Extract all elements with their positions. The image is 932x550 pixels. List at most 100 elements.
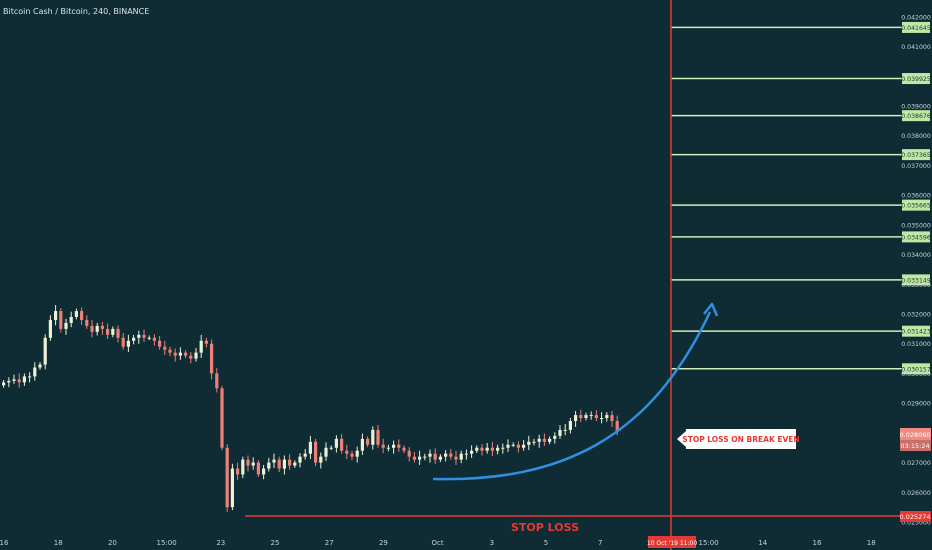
candles-group bbox=[2, 305, 619, 512]
candle bbox=[522, 440, 526, 451]
candle bbox=[454, 450, 458, 465]
candle bbox=[402, 445, 406, 454]
candle bbox=[438, 454, 442, 463]
y-tick-label: 0.038000 bbox=[901, 133, 931, 140]
x-tick-label: 7 bbox=[598, 539, 602, 547]
candle bbox=[516, 441, 520, 453]
candle bbox=[163, 340, 167, 356]
candle bbox=[106, 323, 110, 339]
candle bbox=[168, 346, 172, 357]
candle bbox=[69, 311, 73, 328]
candle bbox=[371, 426, 375, 450]
y-tick-label: 0.039000 bbox=[901, 104, 931, 111]
chart-title: Bitcoin Cash / Bitcoin, 240, BINANCE bbox=[3, 7, 149, 16]
candle bbox=[111, 326, 115, 338]
time-marker-label: 10 Oct '19 11:00 bbox=[647, 540, 697, 547]
candle bbox=[496, 444, 500, 455]
x-tick-label: 15:00 bbox=[157, 539, 177, 547]
candle bbox=[126, 334, 130, 353]
candle bbox=[464, 449, 468, 460]
candle bbox=[85, 315, 89, 329]
candle bbox=[568, 418, 572, 434]
candle bbox=[194, 347, 198, 362]
callout-box: STOP LOSS ON BREAK EVEN bbox=[677, 429, 800, 449]
candle bbox=[100, 321, 104, 335]
candle bbox=[324, 442, 328, 461]
target-label-bg bbox=[902, 110, 930, 122]
target-label-bg bbox=[902, 73, 930, 85]
y-tick-label: 0.030000 bbox=[901, 371, 931, 378]
y-tick-label: 0.041000 bbox=[901, 44, 931, 51]
target-price-label: 0.039925 bbox=[901, 76, 931, 83]
candle bbox=[277, 456, 281, 473]
candle bbox=[152, 334, 156, 346]
candle bbox=[605, 412, 609, 422]
candle bbox=[548, 436, 552, 445]
candle bbox=[579, 409, 583, 423]
candle bbox=[392, 440, 396, 454]
candle bbox=[184, 350, 188, 359]
y-tick-label: 0.027000 bbox=[901, 460, 931, 467]
target-label-bg bbox=[902, 325, 930, 337]
candle bbox=[475, 445, 479, 454]
candle bbox=[340, 434, 344, 454]
x-tick-label: 20 bbox=[108, 539, 117, 547]
candle bbox=[241, 456, 245, 479]
candle bbox=[54, 305, 58, 326]
time-marker-badge bbox=[648, 536, 696, 548]
candle bbox=[485, 442, 489, 454]
candle bbox=[251, 457, 255, 470]
candle bbox=[267, 457, 271, 472]
candle bbox=[64, 318, 68, 335]
candle bbox=[412, 451, 416, 463]
arrow-head-icon bbox=[703, 302, 719, 317]
x-tick-label: Oct bbox=[432, 539, 444, 547]
target-label-bg bbox=[902, 199, 930, 211]
candle bbox=[293, 460, 297, 468]
candle bbox=[215, 368, 219, 393]
target-price-label: 0.031423 bbox=[901, 329, 931, 336]
candle bbox=[444, 450, 448, 462]
candle bbox=[433, 448, 437, 464]
candle bbox=[594, 410, 598, 421]
y-tick-label: 0.033000 bbox=[901, 282, 931, 289]
y-tick-label: 0.025000 bbox=[901, 520, 931, 527]
target-label-bg bbox=[902, 274, 930, 286]
candle bbox=[204, 337, 208, 348]
candle bbox=[303, 448, 307, 460]
target-price-label: 0.041645 bbox=[901, 25, 931, 32]
target-label-bg bbox=[902, 363, 930, 375]
candle bbox=[345, 444, 349, 460]
candle bbox=[7, 377, 11, 388]
candle bbox=[142, 329, 146, 342]
candle bbox=[236, 462, 240, 480]
candle bbox=[407, 447, 411, 462]
candle bbox=[12, 374, 16, 384]
y-tick-label: 0.036000 bbox=[901, 193, 931, 200]
current-price-label: 0.028060 bbox=[899, 431, 930, 439]
curved-arrow bbox=[432, 311, 712, 481]
candle bbox=[210, 339, 214, 380]
candle bbox=[376, 425, 380, 448]
candle bbox=[553, 432, 557, 444]
candle bbox=[355, 446, 359, 463]
candle bbox=[470, 445, 474, 458]
target-price-label: 0.034596 bbox=[901, 234, 931, 241]
y-tick-label: 0.034000 bbox=[901, 252, 931, 259]
target-price-label: 0.033149 bbox=[901, 277, 931, 284]
candle bbox=[381, 438, 385, 454]
target-price-label: 0.038676 bbox=[901, 113, 931, 120]
candle bbox=[490, 441, 494, 457]
candle bbox=[158, 336, 162, 350]
x-tick-label: 18 bbox=[54, 539, 63, 547]
y-tick-label: 0.042000 bbox=[901, 14, 931, 21]
target-label-bg bbox=[902, 149, 930, 161]
x-tick-label: 14 bbox=[758, 539, 767, 547]
y-tick-label: 0.029000 bbox=[901, 401, 931, 408]
candle bbox=[116, 325, 120, 343]
target-label-bg bbox=[902, 21, 930, 33]
candle bbox=[537, 434, 541, 448]
